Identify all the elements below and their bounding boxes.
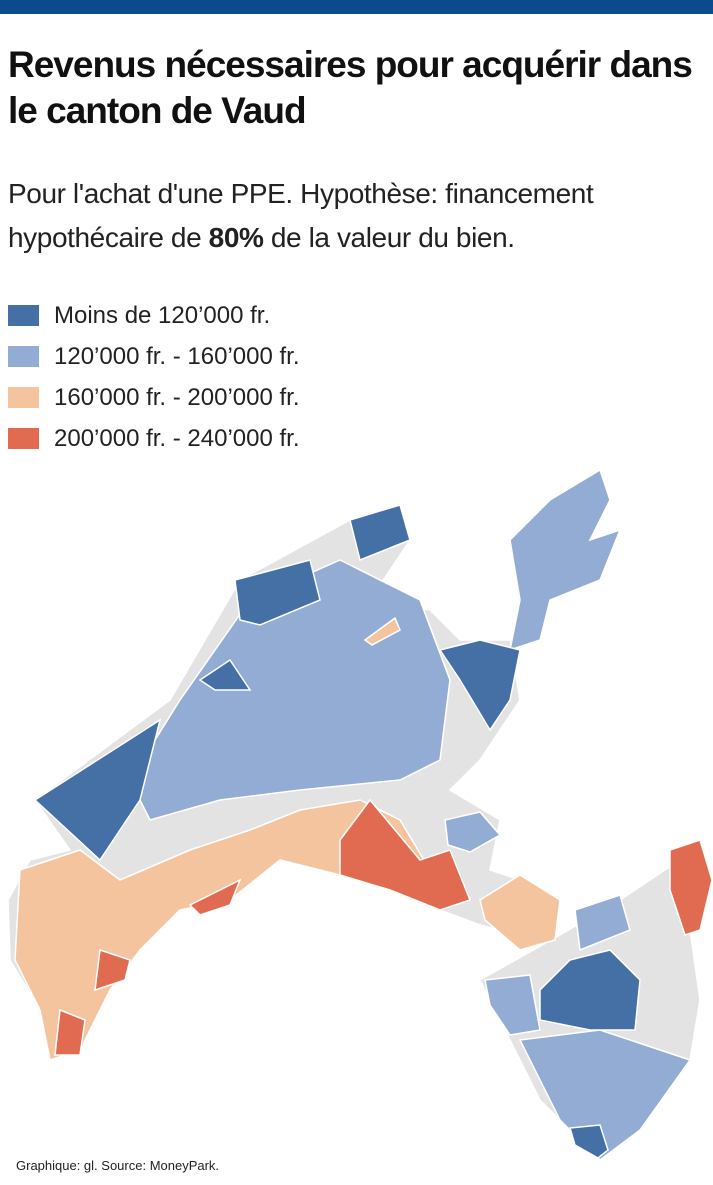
title: Revenus nécessaires pour acquérir dans l… — [8, 44, 693, 131]
region — [509, 468, 622, 652]
subtitle-text: Pour l'achat d'une PPE. Hypothèse: finan… — [8, 178, 594, 253]
legend-item: 120’000 fr. - 160’000 fr. — [8, 336, 300, 377]
source: Graphique: gl. Source: MoneyPark. — [16, 1158, 220, 1173]
region — [33, 718, 162, 862]
legend-label: 200’000 fr. - 240’000 fr. — [54, 424, 300, 452]
region — [188, 878, 242, 916]
region — [669, 839, 713, 936]
legend-label: Moins de 120’000 fr. — [54, 301, 271, 329]
region — [444, 811, 502, 853]
legend-swatch — [8, 387, 39, 408]
region — [518, 1029, 692, 1161]
region — [539, 949, 641, 1031]
legend-label: 120’000 fr. - 160’000 fr. — [54, 342, 300, 370]
region — [574, 894, 631, 952]
subtitle: Pour l'achat d'une PPE. Hypothèse: finan… — [8, 172, 713, 260]
region — [54, 1008, 86, 1056]
legend-label: 160’000 fr. - 200’000 fr. — [54, 383, 300, 411]
region — [94, 948, 131, 992]
region — [339, 798, 471, 911]
region — [349, 504, 411, 562]
region — [198, 658, 252, 691]
region — [484, 974, 541, 1036]
legend-swatch — [8, 305, 39, 326]
region — [129, 559, 451, 821]
region — [569, 1124, 609, 1159]
top-bar — [0, 0, 713, 14]
region — [234, 559, 321, 626]
legend-item: 160’000 fr. - 200’000 fr. — [8, 377, 300, 418]
region — [479, 874, 561, 951]
legend: Moins de 120’000 fr. 120’000 fr. - 160’00… — [8, 295, 300, 459]
legend-swatch — [8, 346, 39, 367]
region — [363, 616, 401, 646]
subtitle-bold: 80% — [208, 222, 264, 253]
legend-swatch — [8, 428, 39, 449]
legend-item: Moins de 120’000 fr. — [8, 295, 300, 336]
legend-item: 200’000 fr. - 240’000 fr. — [8, 418, 300, 459]
subtitle-text: de la valeur du bien. — [263, 222, 515, 253]
region — [438, 639, 521, 732]
